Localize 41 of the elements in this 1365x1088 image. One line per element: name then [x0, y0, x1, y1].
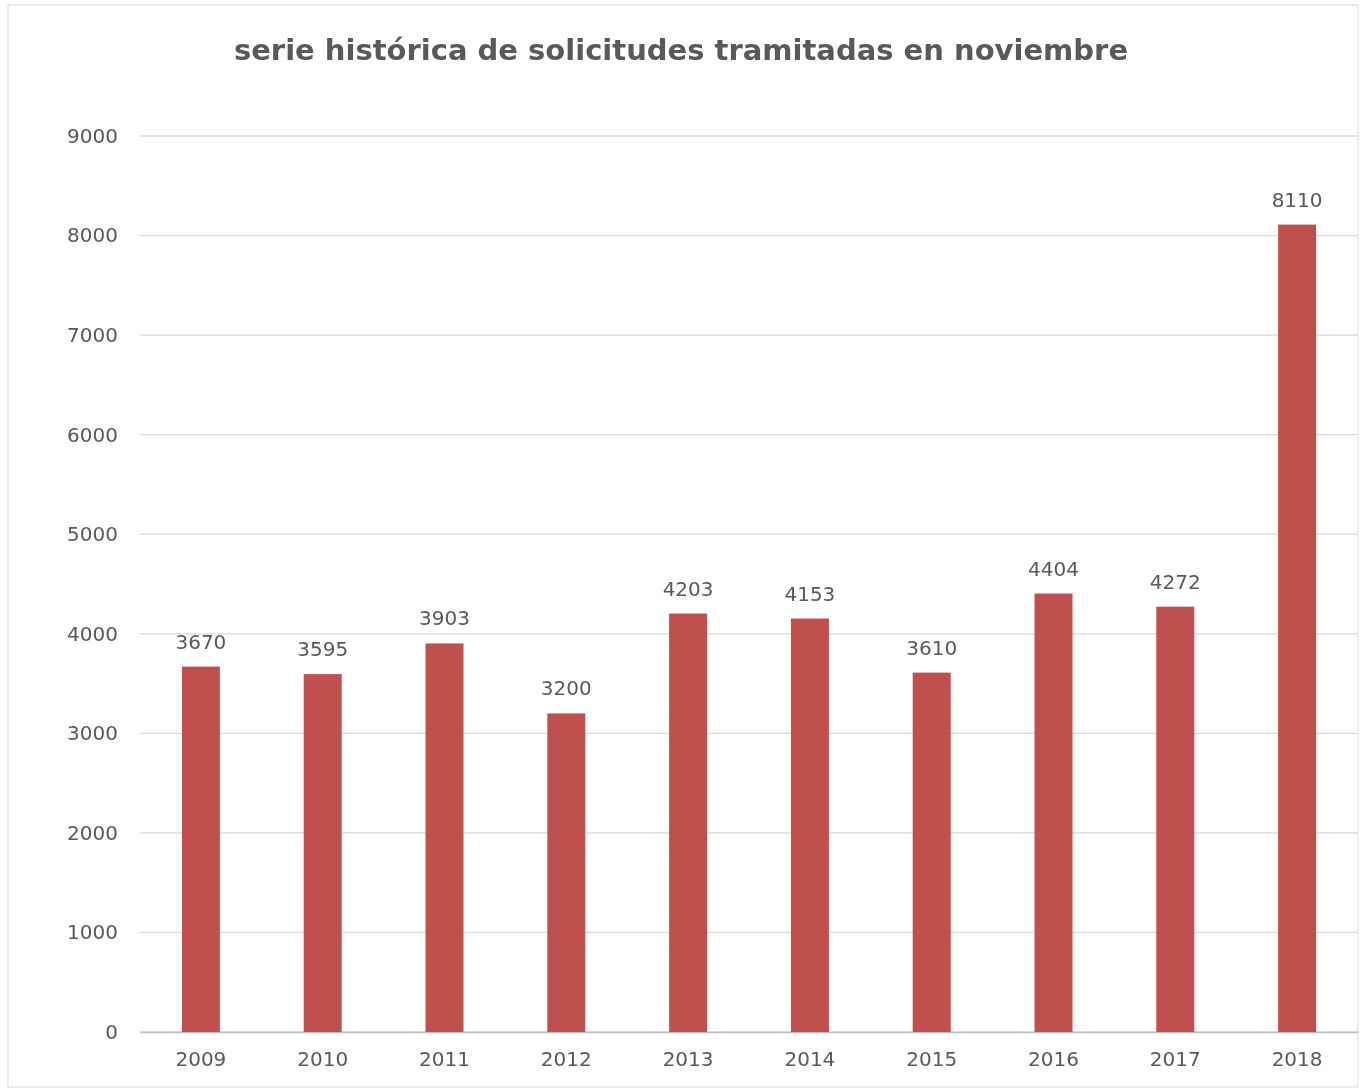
bar — [1034, 593, 1073, 1032]
data-label: 4404 — [1028, 556, 1079, 581]
y-tick-label: 1000 — [67, 920, 118, 945]
x-tick-label: 2016 — [1028, 1047, 1079, 1072]
data-label: 4203 — [662, 576, 714, 601]
chart-title: serie histórica de solicitudes tramitadas en noviembre — [233, 33, 1129, 67]
data-label: 3595 — [297, 637, 349, 662]
data-label: 3670 — [175, 629, 227, 654]
x-tick-label: 2017 — [1149, 1047, 1201, 1072]
data-label: 3610 — [906, 635, 958, 660]
y-tick-label: 8000 — [67, 223, 118, 248]
x-tick-label: 2014 — [784, 1047, 836, 1072]
x-tick-label: 2009 — [175, 1047, 227, 1072]
bar — [303, 674, 342, 1032]
y-tick-label: 9000 — [67, 123, 118, 148]
bar — [425, 643, 464, 1032]
data-label: 3903 — [419, 606, 470, 631]
bar — [912, 672, 951, 1032]
bar — [181, 666, 220, 1032]
x-tick-label: 2013 — [662, 1047, 714, 1072]
y-tick-label: 6000 — [67, 422, 118, 447]
y-tick-label: 5000 — [67, 522, 118, 547]
bar — [790, 618, 829, 1032]
data-label: 4272 — [1149, 569, 1201, 594]
y-tick-label: 0 — [105, 1019, 118, 1044]
x-tick-label: 2015 — [906, 1047, 958, 1072]
bar — [1156, 606, 1195, 1032]
bar — [669, 613, 708, 1032]
x-tick-label: 2011 — [419, 1047, 470, 1072]
y-tick-label: 3000 — [67, 721, 118, 746]
bar — [1278, 224, 1317, 1032]
y-tick-label: 7000 — [67, 323, 118, 348]
x-tick-label: 2010 — [297, 1047, 349, 1072]
data-label: 3200 — [540, 676, 592, 701]
data-label: 4153 — [784, 581, 836, 606]
x-tick-label: 2018 — [1271, 1047, 1323, 1072]
data-label: 8110 — [1271, 187, 1323, 212]
y-tick-label: 4000 — [67, 621, 118, 646]
bar — [547, 713, 586, 1032]
x-tick-label: 2012 — [540, 1047, 592, 1072]
y-tick-label: 2000 — [67, 820, 118, 845]
